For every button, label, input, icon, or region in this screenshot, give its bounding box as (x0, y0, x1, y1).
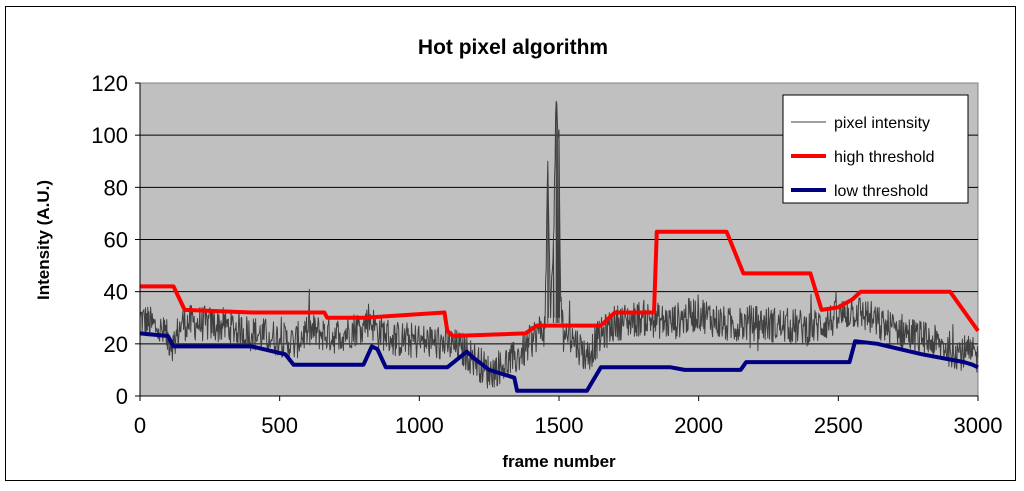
series-line-low-threshold (139, 331, 979, 393)
x-tick-label: 0 (134, 413, 146, 438)
y-tick-label: 0 (116, 384, 128, 409)
x-tick-label: 1000 (395, 413, 444, 438)
x-axis-ticks: 0 500 1000 1500 2000 2500 3000 (134, 395, 1003, 438)
y-tick-label: 20 (104, 332, 128, 357)
legend: pixel intensity high threshold low thresho… (782, 94, 969, 204)
y-tick-label: 60 (104, 228, 128, 253)
chart-title: Hot pixel algorithm (418, 36, 608, 59)
y-tick-label: 80 (104, 175, 128, 200)
x-tick-label: 500 (261, 413, 298, 438)
series-layer (139, 100, 980, 393)
chart-svg: Hot pixel algorithm 0 20 40 60 80 100 120 0 500… (34, 36, 1003, 471)
x-tick-label: 3000 (954, 413, 1003, 438)
y-tick-label: 120 (91, 71, 128, 96)
chart-frame: Hot pixel algorithm 0 20 40 60 80 100 120 0 500… (5, 6, 1016, 481)
series-line-high-threshold (140, 229, 980, 338)
legend-label: low threshold (834, 183, 928, 200)
legend-label: pixel intensity (834, 115, 930, 132)
x-tick-label: 1500 (535, 413, 584, 438)
legend-box (782, 94, 969, 204)
legend-items: pixel intensity high threshold low thresho… (791, 115, 935, 200)
y-tick-label: 100 (91, 123, 128, 148)
legend-label: high threshold (834, 149, 935, 166)
x-tick-label: 2000 (674, 413, 723, 438)
x-axis-title: frame number (502, 452, 616, 471)
x-tick-label: 2500 (814, 413, 863, 438)
y-axis-ticks: 0 20 40 60 80 100 120 (91, 71, 141, 409)
y-axis-title: Intensity (A.U.) (34, 180, 53, 300)
y-tick-label: 40 (104, 280, 128, 305)
series-line-pixel-intensity (139, 100, 979, 389)
